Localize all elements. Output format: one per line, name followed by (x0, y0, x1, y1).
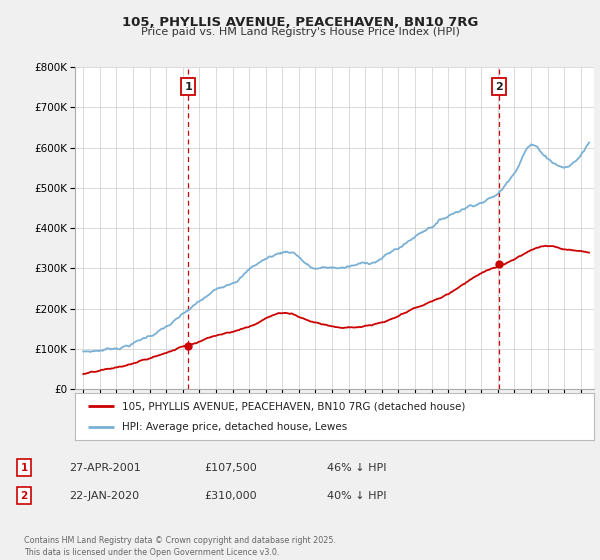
Text: 46% ↓ HPI: 46% ↓ HPI (327, 463, 386, 473)
Text: 1: 1 (184, 82, 192, 91)
Text: 27-APR-2001: 27-APR-2001 (69, 463, 141, 473)
Text: 22-JAN-2020: 22-JAN-2020 (69, 491, 139, 501)
Text: 2: 2 (20, 491, 28, 501)
Text: Price paid vs. HM Land Registry's House Price Index (HPI): Price paid vs. HM Land Registry's House … (140, 27, 460, 37)
Text: 2: 2 (495, 82, 503, 91)
Text: £310,000: £310,000 (204, 491, 257, 501)
Text: 1: 1 (20, 463, 28, 473)
Text: HPI: Average price, detached house, Lewes: HPI: Average price, detached house, Lewe… (122, 422, 347, 432)
Text: 105, PHYLLIS AVENUE, PEACEHAVEN, BN10 7RG: 105, PHYLLIS AVENUE, PEACEHAVEN, BN10 7R… (122, 16, 478, 29)
Text: 105, PHYLLIS AVENUE, PEACEHAVEN, BN10 7RG (detached house): 105, PHYLLIS AVENUE, PEACEHAVEN, BN10 7R… (122, 401, 465, 411)
Text: £107,500: £107,500 (204, 463, 257, 473)
Text: 40% ↓ HPI: 40% ↓ HPI (327, 491, 386, 501)
Text: Contains HM Land Registry data © Crown copyright and database right 2025.
This d: Contains HM Land Registry data © Crown c… (24, 536, 336, 557)
